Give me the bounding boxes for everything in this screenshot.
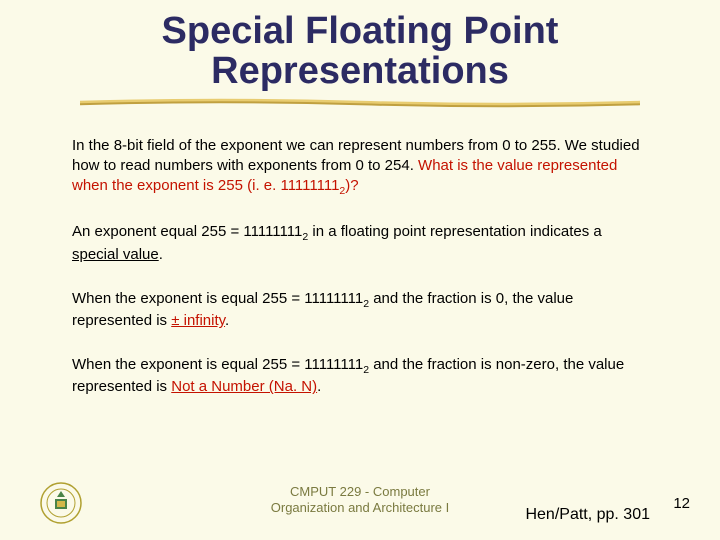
paragraph-2: An exponent equal 255 = 111111112 in a f… xyxy=(72,222,648,264)
course-footer: CMPUT 229 - Computer Organization and Ar… xyxy=(271,484,450,517)
p2-mid: in a floating point representation indic… xyxy=(308,223,602,240)
p3-end: . xyxy=(225,312,229,329)
course-line1: CMPUT 229 - Computer xyxy=(290,484,430,499)
reference-citation: Hen/Patt, pp. 301 xyxy=(525,506,650,524)
title-underline xyxy=(80,98,640,108)
p3-pre: When the exponent is equal 255 = 1111111… xyxy=(72,290,363,307)
p4-nan: Not a Number (Na. N) xyxy=(171,378,317,395)
university-logo-icon xyxy=(40,482,82,524)
p3-infinity: ± infinity xyxy=(171,312,225,329)
slide-footer: CMPUT 229 - Computer Organization and Ar… xyxy=(0,470,720,530)
p2-end: . xyxy=(159,246,163,263)
p4-end: . xyxy=(317,378,321,395)
title-line2: Representations xyxy=(211,50,509,92)
paragraph-4: When the exponent is equal 255 = 1111111… xyxy=(72,355,648,397)
p1b-post: )? xyxy=(345,177,358,194)
p4-pre: When the exponent is equal 255 = 1111111… xyxy=(72,356,363,373)
slide-body: In the 8-bit field of the exponent we ca… xyxy=(0,108,720,398)
p2-pre: An exponent equal 255 = 11111111 xyxy=(72,223,302,240)
paragraph-3: When the exponent is equal 255 = 1111111… xyxy=(72,289,648,331)
page-number: 12 xyxy=(673,495,690,512)
p2-special-value: special value xyxy=(72,246,159,263)
paragraph-1: In the 8-bit field of the exponent we ca… xyxy=(72,136,648,199)
title-line1: Special Floating Point xyxy=(162,10,559,52)
slide-title: Special Floating Point Representations xyxy=(0,0,720,92)
course-line2: Organization and Architecture I xyxy=(271,500,450,515)
